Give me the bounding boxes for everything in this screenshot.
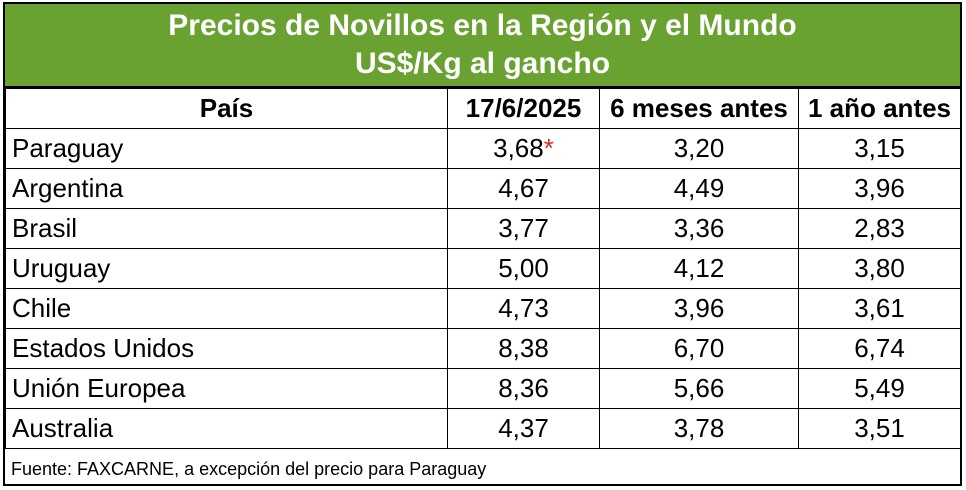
header-row: País 17/6/2025 6 meses antes 1 año antes (5, 88, 961, 129)
cell-one-year: 3,51 (798, 408, 961, 449)
title-band: Precios de Novillos en la Región y el Mu… (5, 4, 960, 88)
cell-country: Argentina (5, 168, 448, 209)
cell-six-months: 5,66 (599, 368, 799, 409)
cell-current-value: 3,68 (493, 133, 544, 163)
cell-six-months: 3,78 (599, 408, 799, 449)
cell-country: Brasil (5, 208, 448, 249)
cell-country: Estados Unidos (5, 328, 448, 369)
table-row: Chile 4,73 3,96 3,61 (5, 288, 961, 329)
cell-six-months: 6,70 (599, 328, 799, 369)
asterisk-mark: * (543, 133, 554, 163)
price-table-figure: Precios de Novillos en la Región y el Mu… (3, 2, 962, 486)
source-footnote: Fuente: FAXCARNE, a excepción del precio… (11, 459, 487, 479)
cell-six-months: 4,12 (599, 248, 799, 289)
table-row: Argentina 4,67 4,49 3,96 (5, 168, 961, 209)
price-table: País 17/6/2025 6 meses antes 1 año antes… (5, 88, 961, 449)
cell-one-year: 3,96 (798, 168, 961, 209)
cell-six-months: 3,96 (599, 288, 799, 329)
table-row: Paraguay 3,68* 3,20 3,15 (5, 128, 961, 169)
table-row: Brasil 3,77 3,36 2,83 (5, 208, 961, 249)
table-row: Uruguay 5,00 4,12 3,80 (5, 248, 961, 289)
cell-six-months: 3,20 (599, 128, 799, 169)
cell-current: 4,67 (447, 168, 600, 209)
cell-current: 8,36 (447, 368, 600, 409)
table-row: Unión Europea 8,36 5,66 5,49 (5, 368, 961, 409)
cell-six-months: 4,49 (599, 168, 799, 209)
table-title: Precios de Novillos en la Región y el Mu… (168, 9, 797, 42)
table-subtitle: US$/Kg al gancho (354, 47, 611, 80)
cell-one-year: 2,83 (798, 208, 961, 249)
cell-six-months: 3,36 (599, 208, 799, 249)
cell-one-year: 3,61 (798, 288, 961, 329)
table-row: Estados Unidos 8,38 6,70 6,74 (5, 328, 961, 369)
cell-country: Chile (5, 288, 448, 329)
column-header-current: 17/6/2025 (447, 88, 600, 129)
cell-country: Uruguay (5, 248, 448, 289)
cell-current: 3,68* (447, 128, 600, 169)
cell-current: 4,37 (447, 408, 600, 449)
cell-country: Paraguay (5, 128, 448, 169)
column-header-country: País (5, 88, 448, 129)
table-body: Paraguay 3,68* 3,20 3,15 Argentina 4,67 … (5, 128, 961, 449)
column-header-six-months: 6 meses antes (599, 88, 799, 129)
table-row: Australia 4,37 3,78 3,51 (5, 408, 961, 449)
cell-current: 8,38 (447, 328, 600, 369)
cell-current: 4,73 (447, 288, 600, 329)
column-header-one-year: 1 año antes (798, 88, 961, 129)
cell-one-year: 5,49 (798, 368, 961, 409)
cell-one-year: 3,80 (798, 248, 961, 289)
cell-current: 3,77 (447, 208, 600, 249)
cell-country: Australia (5, 408, 448, 449)
cell-one-year: 3,15 (798, 128, 961, 169)
cell-country: Unión Europea (5, 368, 448, 409)
cell-current: 5,00 (447, 248, 600, 289)
cell-one-year: 6,74 (798, 328, 961, 369)
